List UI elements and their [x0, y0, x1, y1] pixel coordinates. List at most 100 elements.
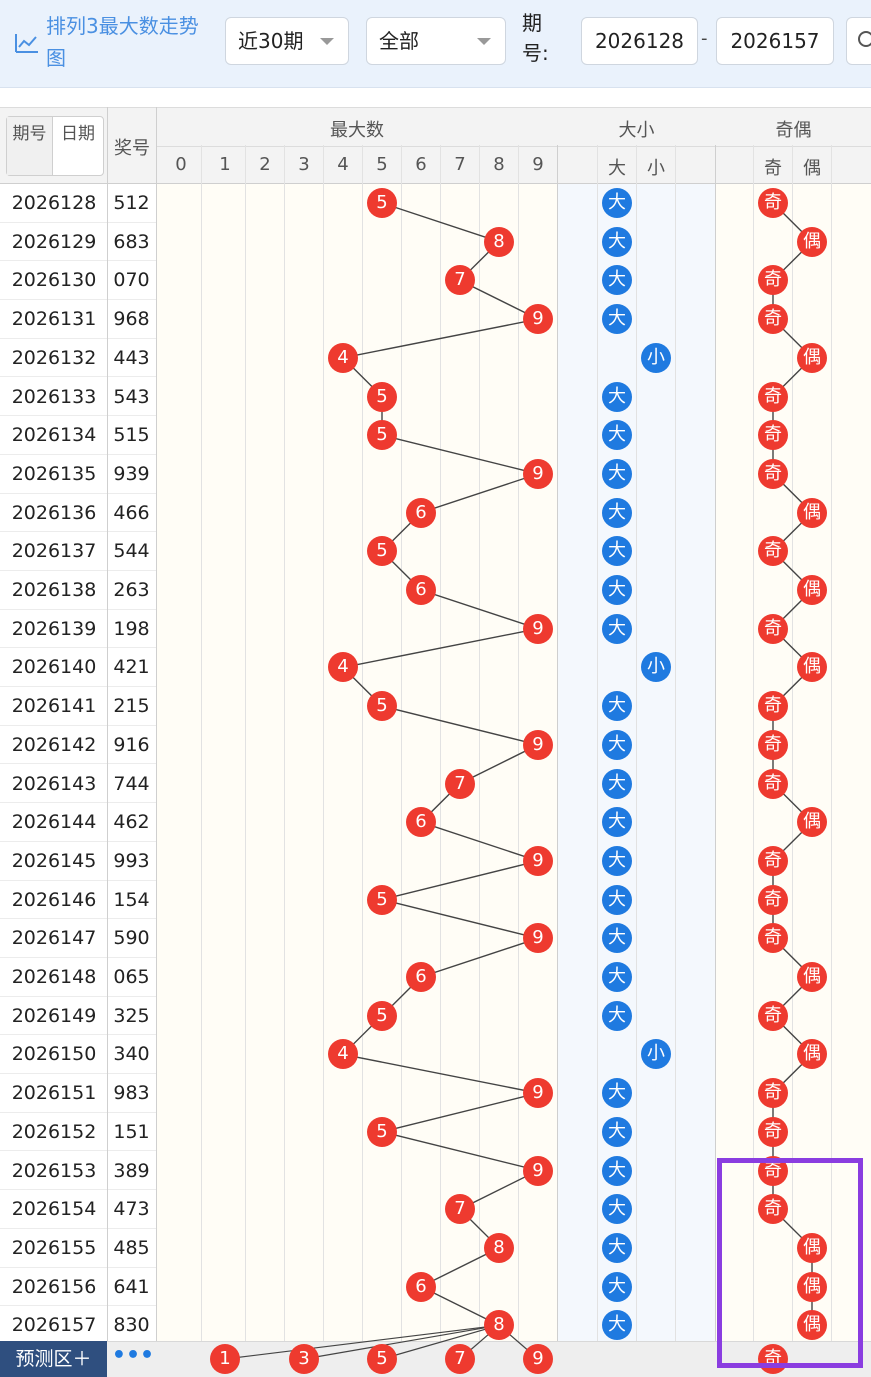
- odd-col-header: 奇: [764, 158, 782, 179]
- range-select[interactable]: 近30期: [225, 17, 349, 65]
- prize-number-cell: 215: [113, 695, 150, 718]
- odd-even-ball: 奇: [758, 420, 788, 451]
- column-divider: [636, 145, 637, 1345]
- column-divider: [440, 145, 441, 1345]
- issue-date-toggle[interactable]: 期号 日期: [6, 116, 104, 176]
- max-digit-ball: 8: [484, 226, 514, 257]
- size-ball: 大: [602, 1116, 632, 1147]
- size-group-header: 大小: [618, 120, 655, 141]
- max-digit-ball: 6: [406, 497, 436, 528]
- issue-cell: 2026157: [11, 1314, 97, 1337]
- prize-number-cell: 325: [113, 1004, 150, 1027]
- odd-even-ball: 奇: [758, 188, 788, 218]
- size-ball: 大: [602, 768, 632, 799]
- prize-number-cell: 512: [113, 192, 150, 214]
- size-ball: 大: [602, 420, 632, 451]
- type-select[interactable]: 全部: [366, 17, 506, 65]
- max-digit-ball: 9: [523, 304, 553, 335]
- size-ball: 大: [602, 1078, 632, 1109]
- digit-col-header-6: 6: [415, 154, 427, 175]
- prize-number-cell: 421: [113, 656, 150, 679]
- period-label: 期号:: [522, 11, 549, 65]
- column-divider: [831, 145, 832, 1345]
- page-title: 排列3最大数走势图: [46, 14, 199, 70]
- max-digit-ball: 5: [367, 691, 397, 722]
- column-divider: [362, 145, 363, 1345]
- digit-col-header-5: 5: [376, 154, 388, 175]
- odd-even-ball: 偶: [797, 807, 827, 838]
- tab-issue[interactable]: 期号: [7, 117, 53, 175]
- prize-number-cell: 065: [113, 966, 150, 988]
- digit-col-header-3: 3: [298, 154, 310, 175]
- size-ball: 大: [602, 497, 632, 528]
- odd-even-ball: 奇: [758, 458, 788, 489]
- issue-cell: 2026132: [11, 346, 97, 369]
- prize-number-cell: 466: [113, 501, 150, 524]
- issue-cell: 2026139: [11, 617, 97, 640]
- column-divider: [401, 145, 402, 1345]
- size-ball: 大: [602, 1310, 632, 1341]
- odd-even-ball: 偶: [797, 226, 827, 257]
- issue-cell: 2026144: [11, 811, 97, 834]
- end-period-input[interactable]: 2026157: [716, 17, 834, 65]
- chevron-down-icon: [477, 38, 491, 45]
- prize-number-cell: 070: [113, 269, 150, 292]
- max-digit-ball: 6: [406, 962, 436, 992]
- odd-even-ball: 偶: [797, 342, 827, 373]
- start-period-input[interactable]: 2026128: [581, 17, 698, 65]
- prize-number-cell: 515: [113, 424, 150, 447]
- odd-even-ball: 奇: [758, 304, 788, 335]
- issue-cell: 2026133: [11, 385, 97, 408]
- max-digit-ball: 7: [445, 768, 475, 799]
- size-ball: 大: [602, 884, 632, 915]
- issue-cell: 2026136: [11, 501, 97, 524]
- size-col-header: 大: [608, 158, 626, 179]
- search-button[interactable]: [846, 17, 871, 65]
- max-digit-ball: 9: [523, 458, 553, 489]
- size-ball: 大: [602, 458, 632, 489]
- prediction-ball[interactable]: 7: [445, 1344, 475, 1374]
- max-digit-ball: 6: [406, 1271, 436, 1302]
- prediction-ball[interactable]: 5: [367, 1344, 397, 1374]
- more-dots-button[interactable]: •••: [111, 1343, 155, 1368]
- issue-cell: 2026151: [11, 1082, 97, 1105]
- max-digit-ball: 9: [523, 729, 553, 760]
- column-divider: [284, 145, 285, 1345]
- prize-number-cell: 916: [113, 733, 150, 756]
- digit-col-header-8: 8: [493, 154, 505, 175]
- odd-even-ball: 奇: [758, 691, 788, 722]
- issue-cell: 2026134: [11, 424, 97, 447]
- max-digit-ball: 7: [445, 1194, 475, 1225]
- issue-cell: 2026135: [11, 462, 97, 485]
- odd-even-ball: 偶: [797, 962, 827, 992]
- prize-number-cell: 462: [113, 811, 150, 834]
- issue-cell: 2026154: [11, 1198, 97, 1221]
- tab-date[interactable]: 日期: [61, 124, 95, 144]
- size-ball: 大: [602, 691, 632, 722]
- toolbar: 排列3最大数走势图 近30期 全部 期号: 2026128 - 2026157: [0, 0, 871, 88]
- column-divider: [156, 107, 157, 1345]
- digit-col-header-0: 0: [175, 154, 187, 175]
- prize-number-cell: 543: [113, 385, 150, 408]
- odd-even-ball: 奇: [758, 729, 788, 760]
- prediction-ball[interactable]: 3: [289, 1344, 319, 1374]
- prize-number-cell: 544: [113, 540, 150, 563]
- prediction-ball[interactable]: 1: [210, 1344, 240, 1374]
- max-digit-ball: 5: [367, 188, 397, 218]
- size-ball: 小: [641, 1039, 671, 1070]
- size-ball: 大: [602, 226, 632, 257]
- chart-title[interactable]: 排列3最大数走势图: [14, 8, 214, 80]
- prediction-area-button[interactable]: 预测区＋: [0, 1341, 107, 1377]
- issue-cell: 2026148: [11, 966, 97, 988]
- issue-cell: 2026156: [11, 1275, 97, 1298]
- type-select-value: 全部: [379, 29, 419, 53]
- size-ball: 小: [641, 652, 671, 683]
- issue-cell: 2026140: [11, 656, 97, 679]
- prediction-ball[interactable]: 9: [523, 1344, 553, 1374]
- prize-number-cell: 198: [113, 617, 150, 640]
- issue-cell: 2026146: [11, 888, 97, 911]
- size-ball: 大: [602, 381, 632, 412]
- column-divider: [323, 145, 324, 1345]
- digit-col-header-7: 7: [454, 154, 466, 175]
- prize-number-cell: 590: [113, 927, 150, 950]
